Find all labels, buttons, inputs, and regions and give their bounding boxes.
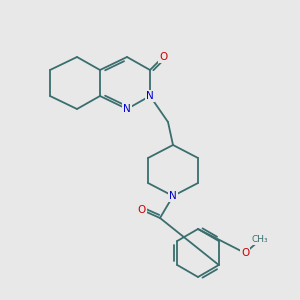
Text: CH₃: CH₃ [252,236,268,244]
Text: N: N [146,91,154,101]
Text: N: N [123,104,131,114]
Text: O: O [159,52,167,62]
Text: N: N [169,191,177,201]
Text: O: O [138,205,146,215]
Text: O: O [241,248,249,258]
